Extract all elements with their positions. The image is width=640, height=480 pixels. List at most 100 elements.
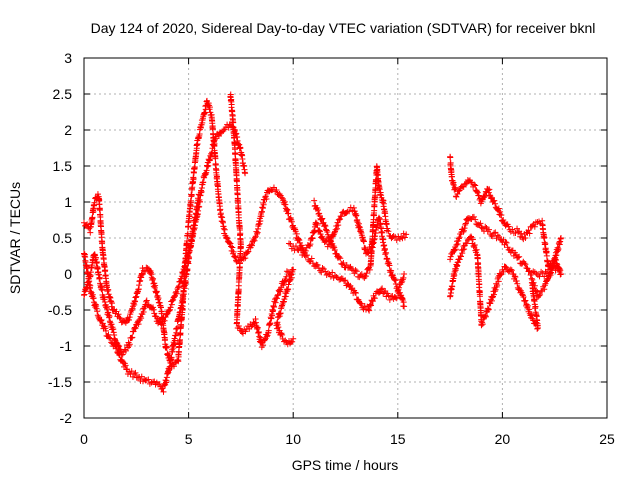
data-point [85, 270, 92, 277]
data-point [322, 222, 329, 229]
data-point [308, 255, 315, 262]
data-point [227, 240, 234, 247]
data-point [92, 254, 99, 261]
data-point [512, 230, 519, 237]
data-point [128, 368, 135, 375]
data-point [108, 321, 115, 328]
data-point [237, 144, 244, 151]
data-point [108, 339, 115, 346]
data-point [106, 313, 113, 320]
data-point [215, 133, 222, 140]
data-point [96, 275, 103, 282]
y-tick-label: -1.5 [48, 374, 72, 390]
data-point [321, 222, 328, 229]
data-point [331, 229, 338, 236]
data-point [400, 274, 407, 281]
data-point [122, 347, 129, 354]
data-point [256, 220, 263, 227]
data-point [492, 229, 499, 236]
data-point [480, 194, 487, 201]
data-point [557, 267, 564, 274]
data-point [452, 246, 459, 253]
data-point [228, 243, 235, 250]
data-point [555, 245, 562, 252]
data-point [275, 324, 282, 331]
data-point [326, 234, 333, 241]
data-point [309, 235, 316, 242]
data-point [277, 288, 284, 295]
data-point [277, 330, 284, 337]
data-point [171, 293, 178, 300]
data-point [292, 228, 299, 235]
data-point [190, 175, 197, 182]
data-point [102, 327, 109, 334]
data-point [163, 344, 170, 351]
data-point [401, 234, 408, 241]
data-point [248, 242, 255, 249]
data-point [270, 184, 277, 191]
data-point [525, 227, 532, 234]
data-point [272, 299, 279, 306]
data-point [376, 186, 383, 193]
data-point [87, 229, 94, 236]
data-point [116, 314, 123, 321]
data-point [334, 219, 341, 226]
data-point [470, 213, 477, 220]
data-point [290, 335, 297, 342]
y-tick-label: 2.5 [53, 86, 73, 102]
data-point [536, 292, 543, 299]
data-point [495, 278, 502, 285]
data-point [169, 348, 176, 355]
data-point [472, 216, 479, 223]
data-point [335, 216, 342, 223]
data-point [447, 154, 454, 161]
y-tick-label: 3 [64, 50, 72, 66]
data-point [453, 193, 460, 200]
data-point [140, 309, 147, 316]
data-point [447, 292, 454, 299]
x-tick-label: 25 [599, 431, 615, 447]
data-point [265, 327, 272, 334]
data-point [515, 229, 522, 236]
data-point [260, 342, 267, 349]
data-point [528, 275, 535, 282]
data-point [212, 155, 219, 162]
data-point [361, 303, 368, 310]
data-point [534, 322, 541, 329]
data-point [492, 200, 499, 207]
data-point [521, 298, 528, 305]
data-point [172, 289, 179, 296]
data-point [457, 253, 464, 260]
data-point [280, 338, 287, 345]
data-point [454, 191, 461, 198]
data-point [333, 274, 340, 281]
data-point [447, 256, 454, 263]
x-tick-label: 15 [390, 431, 406, 447]
data-point [201, 109, 208, 116]
data-point [303, 252, 310, 259]
data-point [493, 235, 500, 242]
data-point [476, 293, 483, 300]
data-point [519, 291, 526, 298]
data-point [471, 181, 478, 188]
data-point [281, 278, 288, 285]
data-point [252, 234, 259, 241]
data-point [188, 192, 195, 199]
data-point [158, 308, 165, 315]
data-point [470, 243, 477, 250]
data-point [379, 229, 386, 236]
data-point [263, 196, 270, 203]
data-point [180, 293, 187, 300]
data-point [285, 210, 292, 217]
data-point [295, 236, 302, 243]
data-point [117, 315, 124, 322]
data-point [143, 298, 150, 305]
data-point [513, 277, 520, 284]
data-point [462, 220, 469, 227]
data-point [515, 254, 522, 261]
data-point [526, 230, 533, 237]
data-point [485, 306, 492, 313]
data-point [472, 182, 479, 189]
data-point [138, 373, 145, 380]
data-point [283, 206, 290, 213]
